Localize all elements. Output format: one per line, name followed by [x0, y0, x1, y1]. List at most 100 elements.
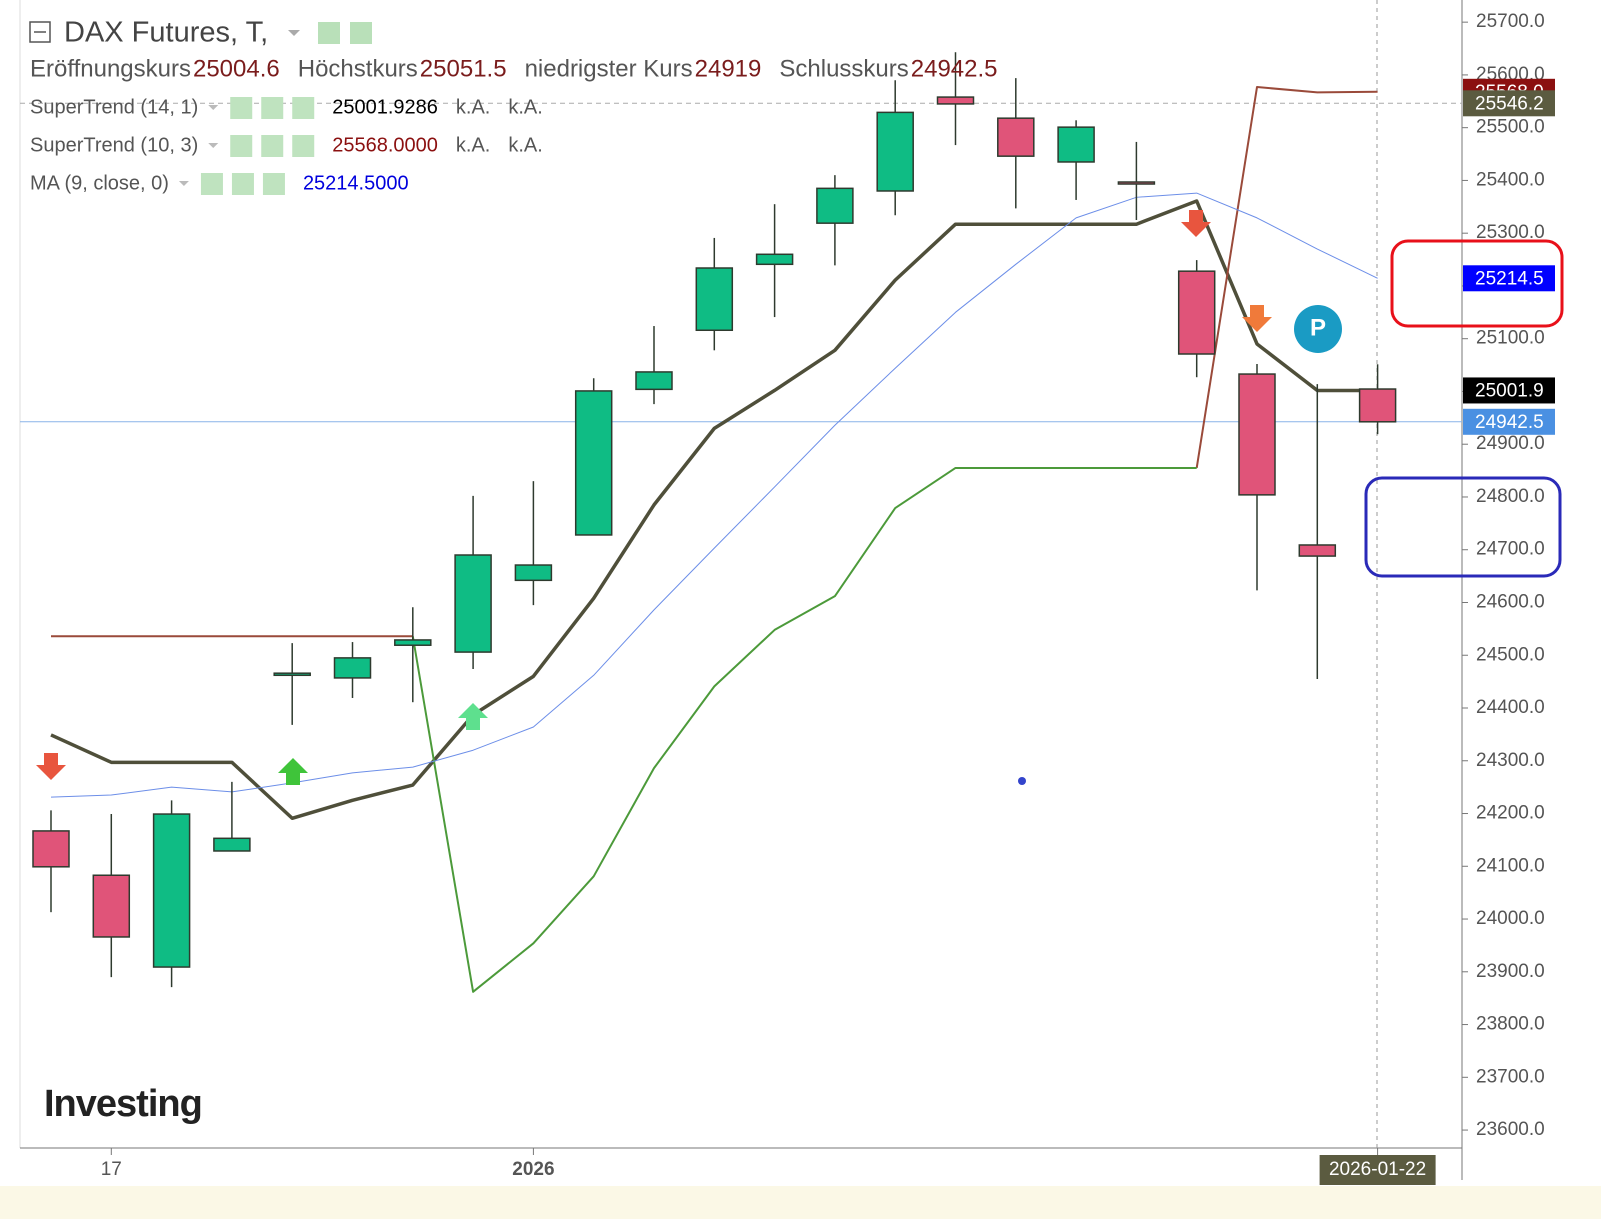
x-tick-label: 17 — [101, 1159, 122, 1180]
indicator-line — [51, 86, 1378, 638]
price-tag — [1463, 377, 1555, 404]
indicator-line — [50, 199, 1378, 821]
candle-body — [755, 253, 794, 266]
indicator-icon[interactable] — [231, 173, 254, 195]
dropdown[interactable] — [178, 181, 189, 186]
candle-body — [32, 830, 70, 868]
candle-body — [997, 117, 1035, 157]
candle-body — [635, 371, 673, 391]
gear-icon[interactable] — [350, 22, 372, 44]
ohlc-label: Eröffnungskurs — [30, 55, 191, 82]
pivot-badge — [1294, 305, 1342, 353]
candle-body — [213, 837, 251, 852]
candle-body — [152, 813, 191, 968]
y-tick-label: 25300.0 — [1476, 222, 1545, 243]
candle-body — [936, 96, 975, 105]
indicator-value: 25001.9286 — [332, 96, 438, 118]
candle-body — [333, 657, 372, 679]
pivot-letter: P — [1310, 314, 1326, 341]
candle-body — [1238, 373, 1276, 496]
candle-body — [273, 672, 311, 677]
indicator-icon[interactable] — [292, 97, 315, 119]
indicator-icon[interactable] — [262, 173, 285, 195]
x-tag — [1319, 1155, 1436, 1185]
y-tick-label: 25100.0 — [1476, 328, 1545, 349]
ohlc-label: niedrigster Kurs — [525, 55, 693, 82]
candle-body — [514, 564, 553, 582]
price-tag-label: 25214.5 — [1475, 268, 1544, 289]
candle-body — [92, 874, 131, 938]
y-tick-label: 24900.0 — [1476, 433, 1545, 454]
indicator-icon[interactable] — [230, 135, 253, 157]
dropdown[interactable] — [208, 143, 219, 148]
indicator-value: 25568.0000 — [332, 134, 438, 156]
y-tick-label: 24200.0 — [1476, 803, 1545, 824]
footer-strip — [0, 1186, 1601, 1219]
price-tag-label: 25546.2 — [1475, 93, 1544, 114]
x-tick-label: 2026 — [512, 1159, 554, 1180]
candle-body — [574, 390, 613, 536]
candle-body — [454, 554, 492, 653]
candle-body — [876, 111, 914, 192]
y-tick-label: 24500.0 — [1476, 644, 1545, 665]
indicator-value: 25214.5000 — [303, 172, 409, 194]
candle-body — [1298, 544, 1337, 557]
dropdown[interactable] — [288, 30, 300, 36]
price-tag — [1463, 408, 1555, 435]
y-tick-label: 25700.0 — [1476, 11, 1545, 32]
indicator-icon[interactable] — [261, 97, 284, 119]
y-tick-label: 24700.0 — [1476, 539, 1545, 560]
highlight-red — [1390, 239, 1564, 328]
ohlc-value: 25051.5 — [420, 55, 507, 82]
eye-icon[interactable] — [318, 22, 340, 44]
indicator-na: k.A. — [508, 134, 542, 156]
indicator-line — [411, 466, 1197, 993]
price-tag-label: 24942.5 — [1475, 412, 1544, 433]
candle-body — [816, 187, 854, 224]
indicator-name: SuperTrend (10, 3) — [30, 134, 198, 156]
ohlc-value: 25004.6 — [193, 55, 280, 82]
indicator-rows: SuperTrend (14, 1) 25001.9286 k.A. k.A. Supe… — [30, 96, 543, 195]
candle-body — [1358, 388, 1397, 423]
buy-signal — [278, 758, 308, 785]
y-tick-label: 25500.0 — [1476, 117, 1545, 138]
sell-signal — [36, 753, 66, 780]
x-tick-label: 2026-01-22 — [1329, 1159, 1426, 1180]
indicator-name: SuperTrend (14, 1) — [30, 96, 198, 118]
indicator-na: k.A. — [508, 96, 542, 118]
y-tick-label: 24300.0 — [1476, 750, 1545, 771]
price-tag-label: 25001.9 — [1475, 380, 1544, 401]
indicator-icon[interactable] — [230, 97, 253, 119]
sell-signal — [1181, 210, 1211, 237]
buy-signal — [458, 703, 488, 730]
ohlc-label: Schlusskurs — [779, 55, 908, 82]
indicator-icon[interactable] — [261, 135, 284, 157]
brand: Investing — [44, 1083, 202, 1125]
y-tick-label: 23800.0 — [1476, 1014, 1545, 1035]
y-tick-label: 24600.0 — [1476, 592, 1545, 613]
sell-signal — [1242, 305, 1272, 332]
candle-body — [1057, 126, 1095, 163]
y-tick-label: 23900.0 — [1476, 961, 1545, 982]
plot — [20, 52, 1462, 993]
indicator-icon[interactable] — [200, 173, 223, 195]
price-tag — [1463, 90, 1555, 117]
collapse-icon[interactable] — [29, 21, 51, 43]
highlight-blue — [1364, 476, 1562, 578]
y-tick-label: 24000.0 — [1476, 908, 1545, 929]
y-tick-label: 23600.0 — [1476, 1119, 1545, 1140]
indicator-na: k.A. — [456, 134, 490, 156]
ohlc-value: 24942.5 — [911, 55, 998, 82]
y-tick-label: 23700.0 — [1476, 1066, 1545, 1087]
ohlc-row: Eröffnungskurs 25004.6 Höchstkurs 25051.5 ni… — [30, 55, 998, 82]
y-tick-label: 24100.0 — [1476, 855, 1545, 876]
dot — [1018, 777, 1026, 785]
candle-body — [394, 639, 432, 646]
price-tag — [1463, 265, 1555, 292]
ohlc-label: Höchstkurs — [298, 55, 418, 82]
dropdown[interactable] — [208, 105, 219, 110]
y-tick-label: 24800.0 — [1476, 486, 1545, 507]
candle-body — [1177, 270, 1216, 355]
indicator-icon[interactable] — [292, 135, 315, 157]
